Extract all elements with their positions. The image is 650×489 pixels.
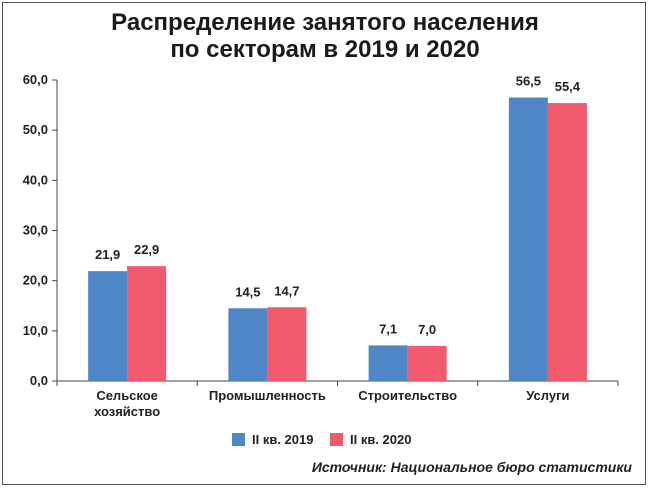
chart-frame <box>2 2 646 485</box>
data-label: 7,0 <box>418 322 436 337</box>
bar <box>547 103 587 382</box>
legend-swatch <box>232 433 245 446</box>
x-tick-label: Сельское <box>96 388 158 403</box>
chart-title-line-1: Распределение занятого населения <box>111 9 539 36</box>
data-label: 22,9 <box>134 242 159 257</box>
legend-swatch <box>330 433 343 446</box>
legend-label: II кв. 2020 <box>350 432 411 447</box>
y-tick-label: 30,0 <box>23 223 48 238</box>
data-label: 56,5 <box>516 74 541 89</box>
bar <box>228 308 268 381</box>
bar <box>368 345 408 381</box>
y-tick-label: 0,0 <box>30 373 48 388</box>
bar <box>88 271 128 381</box>
chart-title: Распределение занятого населения по сект… <box>0 9 650 63</box>
x-tick-label: Промышленность <box>209 388 326 403</box>
bar <box>267 307 307 381</box>
source-note: Источник: Национальное бюро статистики <box>311 459 632 475</box>
x-tick-label: Услуги <box>526 388 569 403</box>
y-tick-label: 50,0 <box>23 122 48 137</box>
data-label: 14,7 <box>274 283 299 298</box>
bar <box>407 345 447 381</box>
y-tick-label: 60,0 <box>23 72 48 87</box>
data-label: 14,5 <box>235 284 260 299</box>
data-label: 21,9 <box>95 247 120 262</box>
bar <box>127 266 167 381</box>
x-tick-label: хозяйство <box>94 404 160 419</box>
y-tick-label: 20,0 <box>23 273 48 288</box>
legend-label: II кв. 2019 <box>252 432 313 447</box>
y-tick-label: 40,0 <box>23 172 48 187</box>
bar <box>508 97 548 381</box>
x-tick-label: Строительство <box>358 388 457 403</box>
chart-title-line-2: по секторам в 2019 и 2020 <box>170 36 480 63</box>
data-label: 7,1 <box>379 321 397 336</box>
y-tick-label: 10,0 <box>23 323 48 338</box>
data-label: 55,4 <box>555 79 581 94</box>
